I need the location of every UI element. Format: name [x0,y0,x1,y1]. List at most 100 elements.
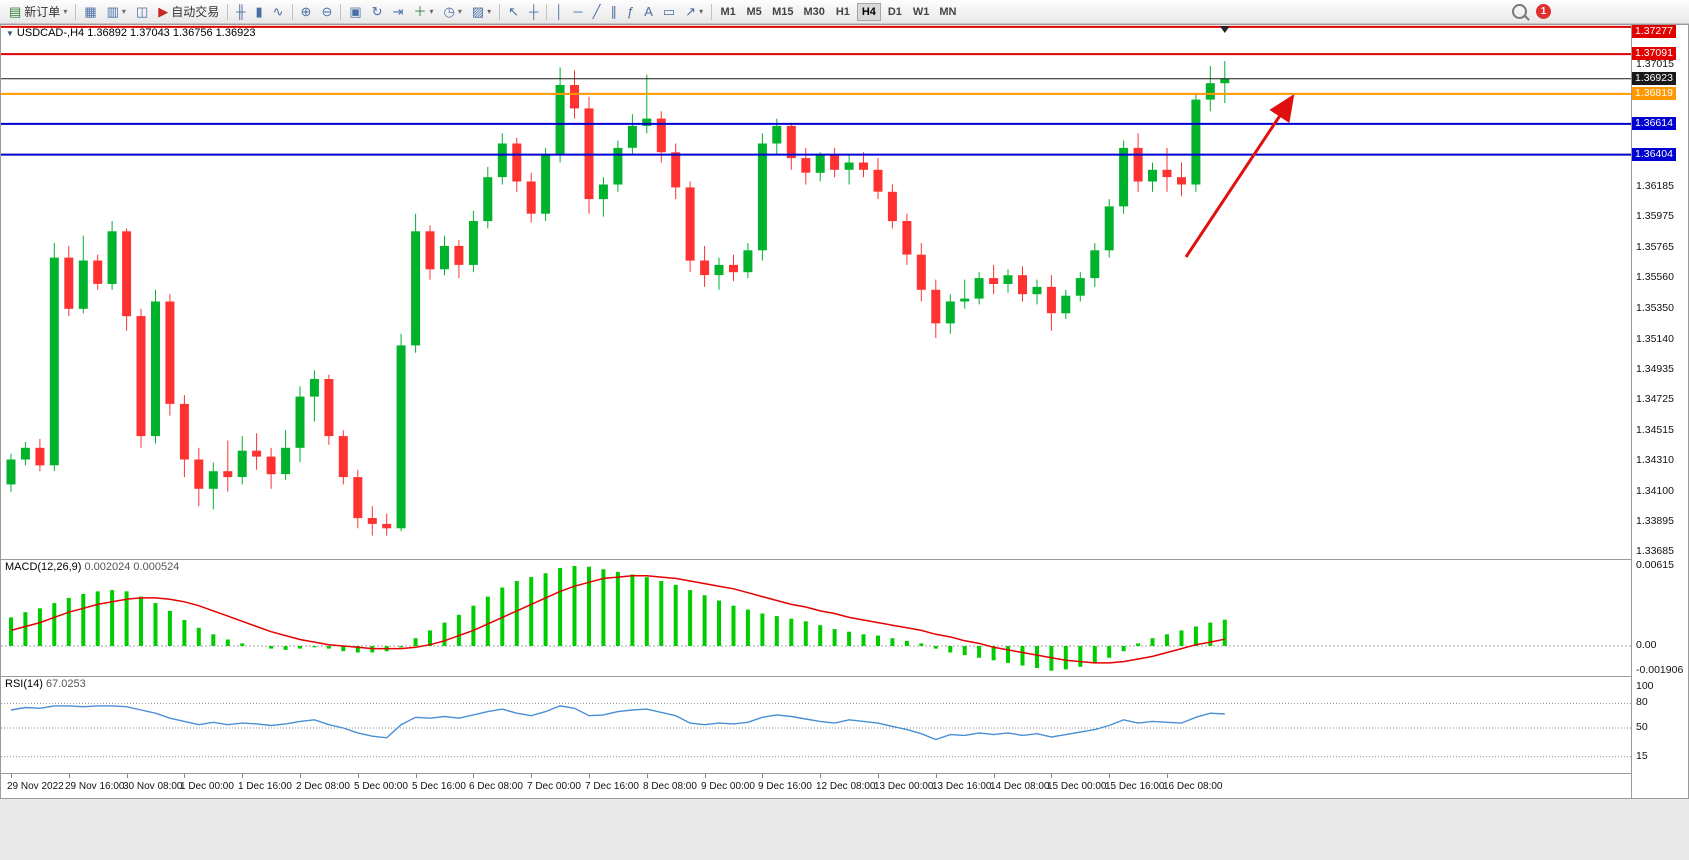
timeframe-m30-button[interactable]: M30 [799,3,828,21]
time-label: 13 Dec 16:00 [932,781,992,792]
market-watch-button[interactable]: ◫ [131,2,153,22]
panel-divider [1,773,1688,774]
candle-body [367,518,377,524]
zoom-out-icon: ⊖ [321,4,333,19]
candle-body [411,231,421,346]
time-label: 15 Dec 16:00 [1105,781,1165,792]
rsi-line [10,705,1225,741]
panel-divider[interactable] [1,676,1688,677]
timeframe-d1-button[interactable]: D1 [883,3,907,21]
notification-badge[interactable]: 1 [1536,4,1551,19]
rsi-panel[interactable]: RSI(14) 67.0253 [1,677,1631,773]
arrows-caret-icon[interactable]: ▾ [699,7,704,16]
new-order-caret-icon[interactable]: ▾ [63,7,68,16]
arrows-button[interactable]: ↗ ▾ [680,2,708,22]
time-label: 13 Dec 00:00 [874,781,934,792]
templates-caret-icon[interactable]: ▾ [487,7,492,16]
candle-body [570,85,579,109]
time-tick [936,774,937,778]
indicators-caret-icon[interactable]: ▾ [429,7,434,16]
arrows-icon: ↗ [685,4,697,19]
timeframe-h4-button[interactable]: H4 [856,2,881,21]
candle-body [353,477,363,519]
toolbar-right: 1 [1512,4,1551,19]
line-chart-button[interactable]: ∿ [268,2,289,22]
cursor-button[interactable]: ↖ [503,2,524,22]
price-chart-panel[interactable]: ▼ USDCAD-,H4 1.36892 1.37043 1.36756 1.36… [1,25,1631,559]
profiles-button[interactable]: ▥ ▾ [102,2,131,22]
candlestick-chart-button[interactable]: ▮ [250,2,267,22]
chart-shift-icon: ⇥ [392,4,404,19]
bar-chart-button[interactable]: ╫ [231,2,250,22]
candle-body [93,260,103,284]
trendline-button[interactable]: ╱ [588,2,606,22]
candle-body [1003,275,1013,284]
auto-trading-label: 自动交易 [171,5,220,19]
auto-scroll-button[interactable]: ↻ [367,2,388,22]
line-chart-icon: ∿ [272,4,284,19]
new-order-button[interactable]: ▤ 新订单 ▾ [4,2,72,22]
time-label: 29 Nov 2022 [7,781,64,792]
candle-body [526,181,536,214]
price-tick-label: 1.33685 [1636,545,1674,558]
zoom-in-button[interactable]: ⊕ [296,2,317,22]
trend-arrow[interactable] [1184,94,1295,258]
fibonacci-button[interactable]: ƒ [622,2,639,22]
toolbar-separator [340,3,342,20]
crosshair-icon: ┼ [529,4,539,19]
auto-trading-button[interactable]: ▶ 自动交易 [153,2,224,22]
periods-caret-icon[interactable]: ▾ [457,7,462,16]
timeframe-mn-button[interactable]: MN [935,3,960,21]
timeframe-m1-button[interactable]: M1 [716,3,740,21]
candle-body [1061,295,1071,314]
candle-body [1119,147,1129,207]
vertical-line-button[interactable]: │ [550,2,568,22]
profiles-icon: ▥ [106,4,119,19]
timeframe-w1-button[interactable]: W1 [909,3,934,21]
one-click-trading-icon[interactable]: ▼ [6,29,14,38]
price-axis[interactable]: 1.372251.370151.368051.365951.363901.361… [1631,25,1688,798]
current-bar-marker [1219,26,1230,33]
search-icon[interactable] [1512,4,1527,19]
candle-body [281,447,291,475]
horizontal-line-button[interactable]: ─ [568,2,587,22]
templates-button[interactable]: ▨ ▾ [467,2,496,22]
price-tick-label: 1.36185 [1636,179,1674,192]
tile-windows-button[interactable]: ▣ [344,2,366,22]
time-axis[interactable]: 29 Nov 2022 29 Nov 16:00 30 Nov 08:00 1 Dec… [1,774,1631,798]
toolbar-buttons: ▤ 新订单 ▾ ▦ ▥ ▾ ◫ ▶ 自动交易 ╫ ▮ ∿ ⊕ ⊖ ▣ ↻ ⇥ ＋ ▾ ◷ ▾ ▨ ▾ ↖ ┼ │ ─ ╱ ∥ ƒ A ▭ ↗ ▾ M… [4,2,962,22]
new-chart-button[interactable]: ▦ [79,2,101,22]
time-tick [300,774,301,778]
chart-shift-button[interactable]: ⇥ [388,2,409,22]
auto-scroll-icon: ↻ [371,4,383,19]
text-label-button[interactable]: ▭ [658,2,680,22]
timeframe-h1-button[interactable]: H1 [831,3,855,21]
templates-icon: ▨ [471,4,485,19]
candle-body [815,155,825,173]
macd-label: MACD(12,26,9) 0.002024 0.000524 [5,561,179,573]
time-tick [994,774,995,778]
price-tick-label: 1.35765 [1636,241,1674,254]
equidistant-channel-button[interactable]: ∥ [605,2,622,22]
panel-divider[interactable] [1,559,1688,560]
candle-body [64,257,74,309]
profiles-caret-icon[interactable]: ▾ [121,7,126,16]
candle-body [859,162,868,170]
price-line-tag: 1.36819 [1632,86,1676,100]
macd-panel[interactable]: MACD(12,26,9) 0.002024 0.000524 [1,560,1631,676]
trendline-icon: ╱ [592,4,601,19]
candle-body [1177,177,1186,185]
timeframe-m5-button[interactable]: M5 [742,3,766,21]
price-line-tag: 1.37277 [1632,25,1676,38]
zoom-out-button[interactable]: ⊖ [316,2,337,22]
periods-button[interactable]: ◷ ▾ [438,2,466,22]
candle-body [122,231,132,317]
indicators-button[interactable]: ＋ ▾ [408,2,438,22]
price-tick-label: 1.35350 [1636,301,1674,314]
crosshair-button[interactable]: ┼ [524,2,543,22]
candle-body [338,436,348,478]
new-chart-icon: ▦ [84,4,97,19]
text-button[interactable]: A [639,2,658,22]
timeframe-m15-button[interactable]: M15 [768,3,797,21]
toolbar-separator [711,3,713,20]
